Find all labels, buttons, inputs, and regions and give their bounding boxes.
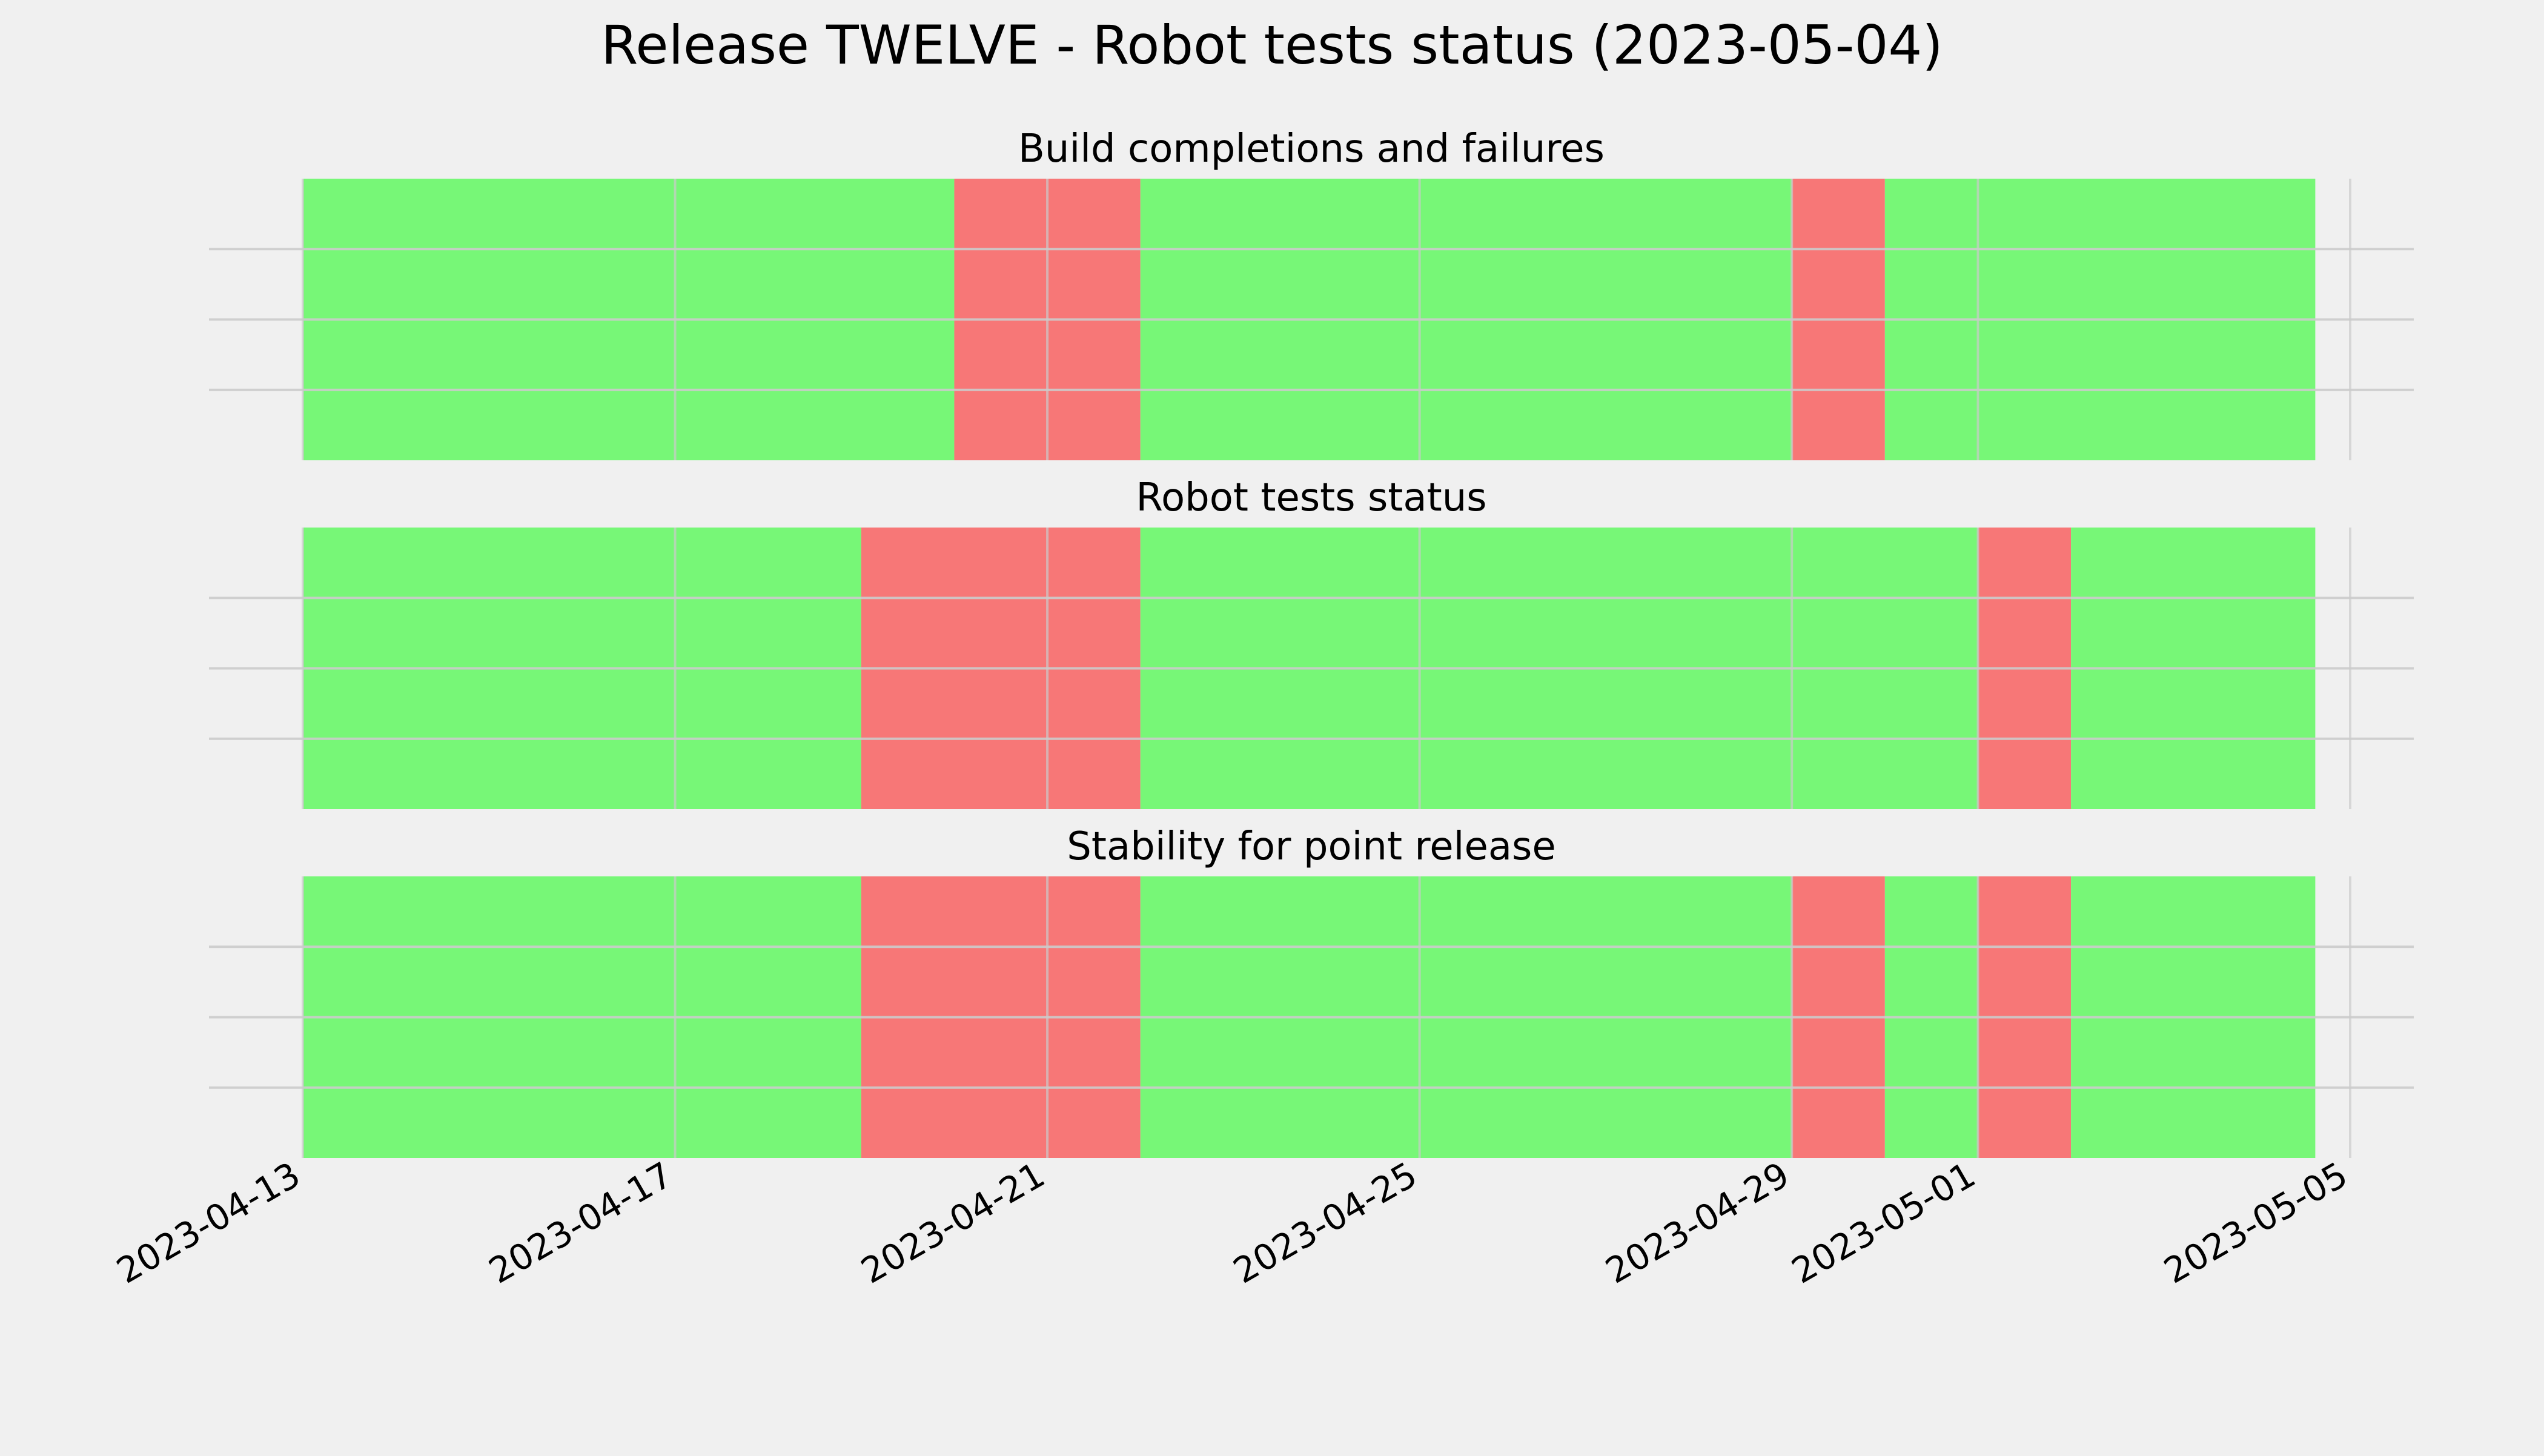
x-tick-label: 2023-04-13 [110, 1154, 307, 1291]
x-tick-label: 2023-04-29 [1598, 1154, 1796, 1291]
panel-title: Stability for point release [1067, 824, 1556, 869]
x-tick-label: 2023-04-25 [1227, 1154, 1424, 1291]
x-axis: 2023-04-13 2023-04-17 2023-04-21 2023-04-25… [110, 1154, 2354, 1291]
x-tick-label: 2023-05-05 [2157, 1154, 2354, 1291]
panel-1: Build completions and failures [209, 127, 2414, 460]
panel-title: Robot tests status [1136, 475, 1486, 520]
panel-2: Robot tests status [209, 475, 2414, 809]
x-tick-label: 2023-04-21 [854, 1154, 1052, 1291]
panel-title: Build completions and failures [1018, 127, 1605, 171]
x-tick-label: 2023-04-17 [482, 1154, 680, 1291]
panel-3: Stability for point release [209, 824, 2414, 1158]
x-tick-label: 2023-05-01 [1785, 1154, 1983, 1291]
panels-layer: Build completions and failures Robot test… [209, 127, 2414, 1158]
chart-title: Release TWELVE - Robot tests status (202… [601, 14, 1943, 76]
